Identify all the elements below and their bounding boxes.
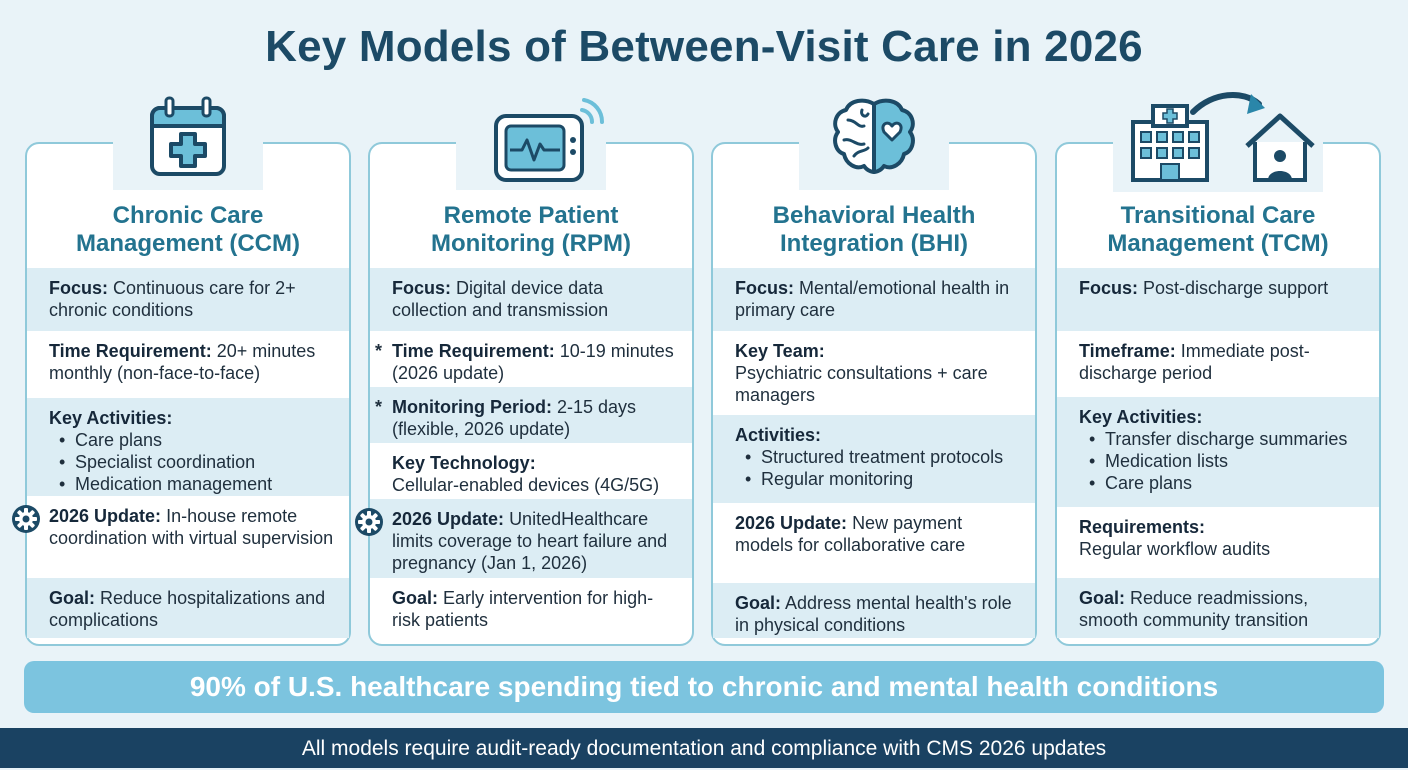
list-item: Regular monitoring — [745, 468, 1023, 490]
list-item: Care plans — [1089, 472, 1367, 494]
card-bhi: Behavioral Health Integration (BHI) Focu… — [711, 90, 1037, 646]
gear-icon — [12, 505, 40, 533]
technology-row: Key Technology: Cellular-enabled devices … — [392, 453, 660, 495]
card-title: Remote Patient Monitoring (RPM) — [431, 202, 631, 257]
activities-row: Key Activities: Transfer discharge summa… — [1057, 397, 1379, 507]
asterisk: * — [375, 341, 383, 361]
update-row: 2026 Update: UnitedHealthcare limits cov… — [355, 499, 692, 578]
key-team-row: Key Team: Psychiatric consultations + car… — [735, 341, 988, 405]
statistic-banner: 90% of U.S. healthcare spending tied to … — [24, 661, 1384, 713]
footer-note: All models require audit-ready documenta… — [0, 728, 1408, 768]
activities-row: Key Activities: Care plans Specialist co… — [27, 398, 349, 496]
update-row: 2026 Update: New payment models for coll… — [735, 513, 966, 555]
monitoring-period-row: * Monitoring Period: 2-15 days (flexible… — [370, 387, 692, 443]
requirements-row: Requirements: Regular workflow audits — [1079, 517, 1271, 559]
list-item: Medication management — [59, 473, 337, 495]
focus-row: Focus: Continuous care for 2+ chronic co… — [27, 268, 349, 331]
goal-row: Goal: Reduce readmissions, smooth commun… — [1057, 578, 1379, 638]
list-item: Care plans — [59, 429, 337, 451]
time-requirement-row: Time Requirement: 20+ minutes monthly (n… — [49, 341, 316, 383]
card-tcm: Transitional Care Management (TCM) Focus… — [1055, 88, 1381, 646]
list-item: Transfer discharge summaries — [1089, 428, 1367, 450]
activities-row: Activities: Structured treatment protoco… — [713, 415, 1035, 503]
calendar-medical-icon — [113, 90, 263, 190]
asterisk: * — [375, 397, 383, 417]
page-title: Key Models of Between-Visit Care in 2026 — [265, 22, 1143, 71]
timeframe-row: Timeframe: Immediate post-discharge peri… — [1079, 341, 1310, 383]
focus-row: Focus: Post-discharge support — [1057, 268, 1379, 331]
monitor-device-icon — [456, 90, 606, 190]
goal-row: Goal: Early intervention for high-risk p… — [392, 588, 654, 630]
card-title: Chronic Care Management (CCM) — [75, 202, 300, 257]
gear-icon — [355, 508, 383, 536]
list-item: Medication lists — [1089, 450, 1367, 472]
goal-row: Goal: Reduce hospitalizations and compli… — [27, 578, 349, 638]
list-item: Specialist coordination — [59, 451, 337, 473]
update-row: 2026 Update: In-house remote coordinatio… — [12, 496, 349, 578]
time-requirement-row: * Time Requirement: 10-19 minutes (2026 … — [375, 341, 674, 383]
list-item: Structured treatment protocols — [745, 446, 1023, 468]
card-title: Behavioral Health Integration (BHI) — [772, 202, 976, 257]
brain-heart-icon — [799, 90, 949, 190]
hospital-to-home-icon — [1113, 88, 1323, 192]
focus-row: Focus: Mental/emotional health in primar… — [713, 268, 1035, 331]
goal-row: Goal: Address mental health's role in ph… — [713, 583, 1035, 638]
card-ccm: Chronic Care Management (CCM) Focus: Con… — [12, 90, 351, 646]
card-rpm: Remote Patient Monitoring (RPM) Focus: D… — [355, 90, 694, 646]
card-title: Transitional Care Management (TCM) — [1107, 202, 1329, 257]
focus-row: Focus: Digital device data collection an… — [370, 268, 692, 331]
